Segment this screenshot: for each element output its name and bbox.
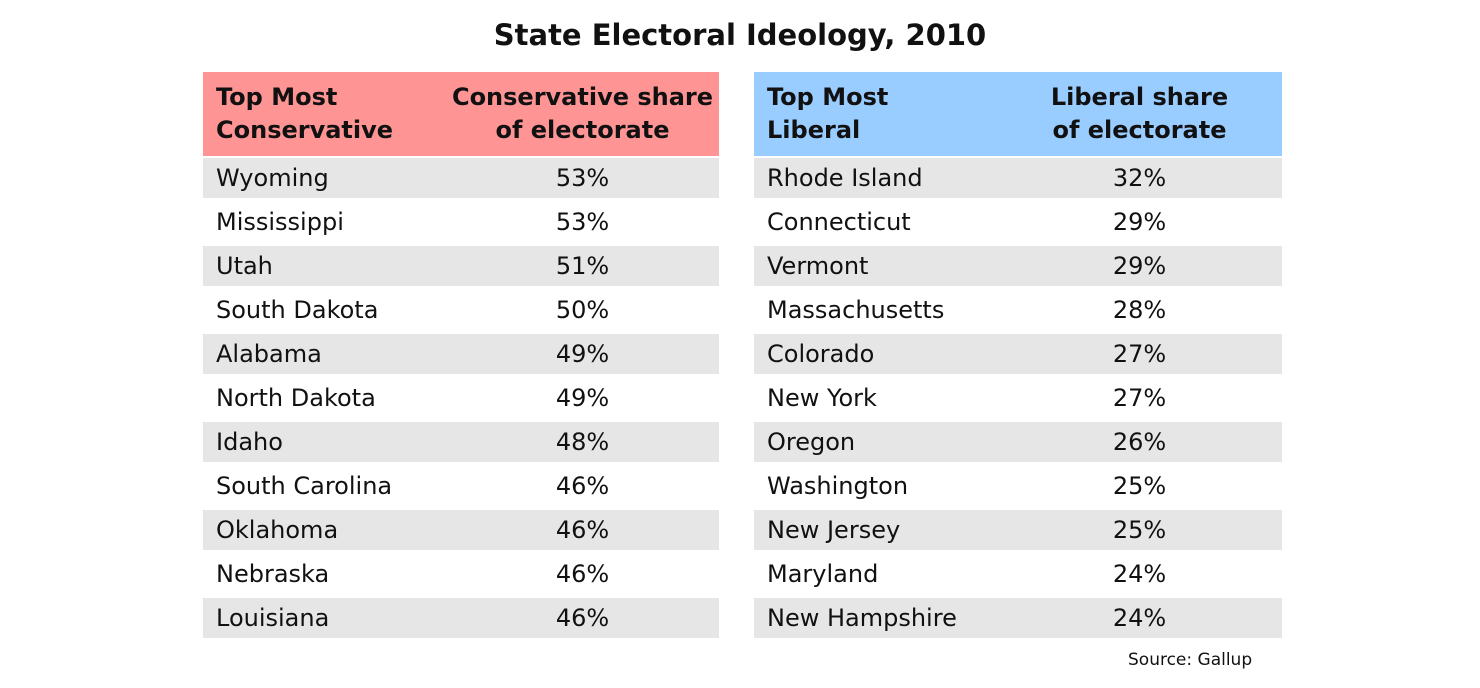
share-cell: 49%	[555, 384, 610, 412]
table-row: Massachusetts 28%	[754, 288, 1282, 332]
state-cell: North Dakota	[216, 384, 376, 412]
state-cell: Massachusetts	[767, 296, 945, 324]
table-row: Nebraska 46%	[203, 552, 719, 596]
table-row: Louisiana 46%	[203, 596, 719, 640]
table-row: Alabama 49%	[203, 332, 719, 376]
share-cell: 46%	[555, 604, 610, 632]
share-cell: 27%	[1112, 340, 1167, 368]
table-row: Vermont 29%	[754, 244, 1282, 288]
share-cell: 49%	[555, 340, 610, 368]
share-cell: 46%	[555, 472, 610, 500]
share-cell: 46%	[555, 560, 610, 588]
share-cell: 51%	[555, 252, 610, 280]
state-cell: Mississippi	[216, 208, 344, 236]
state-cell: Idaho	[216, 428, 283, 456]
state-cell: Nebraska	[216, 560, 330, 588]
share-cell: 28%	[1112, 296, 1167, 324]
state-cell: Washington	[767, 472, 909, 500]
share-cell: 24%	[1112, 604, 1167, 632]
table-row: South Carolina 46%	[203, 464, 719, 508]
share-cell: 24%	[1112, 560, 1167, 588]
table-row: North Dakota 49%	[203, 376, 719, 420]
state-cell: Colorado	[767, 340, 875, 368]
state-cell: Maryland	[767, 560, 879, 588]
table-body: Wyoming 53% Mississippi 53% Utah 51% South Dak…	[203, 156, 719, 640]
share-cell: 25%	[1112, 472, 1167, 500]
state-cell: South Dakota	[216, 296, 379, 324]
share-cell: 53%	[555, 208, 610, 236]
header-state: Top Most Liberal	[767, 83, 889, 144]
table-row: New Hampshire 24%	[754, 596, 1282, 640]
share-cell: 32%	[1112, 164, 1167, 192]
source-note: Source: Gallup	[1128, 650, 1253, 670]
share-cell: 48%	[555, 428, 610, 456]
state-cell: Oregon	[767, 428, 856, 456]
share-cell: 29%	[1112, 252, 1167, 280]
state-cell: New York	[767, 384, 877, 412]
table-row: Rhode Island 32%	[754, 156, 1282, 200]
share-cell: 29%	[1112, 208, 1167, 236]
state-cell: Utah	[216, 252, 273, 280]
table-row: Colorado 27%	[754, 332, 1282, 376]
table-header: Top Most Conservative Conservative share of…	[203, 72, 719, 156]
table-row: Oregon 26%	[754, 420, 1282, 464]
table-row: Idaho 48%	[203, 420, 719, 464]
liberal-table: Top Most Liberal Liberal share of electorat…	[754, 72, 1282, 640]
table-row: South Dakota 50%	[203, 288, 719, 332]
share-cell: 53%	[555, 164, 610, 192]
share-cell: 27%	[1112, 384, 1167, 412]
table-row: New Jersey 25%	[754, 508, 1282, 552]
table-row: Wyoming 53%	[203, 156, 719, 200]
state-cell: Vermont	[767, 252, 869, 280]
state-cell: South Carolina	[216, 472, 393, 500]
table-row: Oklahoma 46%	[203, 508, 719, 552]
state-cell: Louisiana	[216, 604, 330, 632]
share-cell: 25%	[1112, 516, 1167, 544]
table-body: Rhode Island 32% Connecticut 29% Vermont 29% M…	[754, 156, 1282, 640]
state-cell: Oklahoma	[216, 516, 339, 544]
table-row: Connecticut 29%	[754, 200, 1282, 244]
header-share: Liberal share of electorate	[1050, 83, 1229, 144]
state-cell: Alabama	[216, 340, 322, 368]
header-share: Conservative share of electorate	[451, 83, 714, 144]
table-row: Utah 51%	[203, 244, 719, 288]
share-cell: 50%	[555, 296, 610, 324]
table-row: Washington 25%	[754, 464, 1282, 508]
state-cell: New Jersey	[767, 516, 901, 544]
chart-title: State Electoral Ideology, 2010	[493, 18, 987, 52]
table-row: Maryland 24%	[754, 552, 1282, 596]
state-cell: Wyoming	[216, 164, 329, 192]
conservative-table: Top Most Conservative Conservative share of…	[203, 72, 719, 640]
table-row: New York 27%	[754, 376, 1282, 420]
header-state: Top Most Conservative	[216, 83, 394, 144]
share-cell: 46%	[555, 516, 610, 544]
state-cell: New Hampshire	[767, 604, 957, 632]
state-cell: Connecticut	[767, 208, 911, 236]
table-row: Mississippi 53%	[203, 200, 719, 244]
share-cell: 26%	[1112, 428, 1167, 456]
state-cell: Rhode Island	[767, 164, 923, 192]
table-header: Top Most Liberal Liberal share of electorat…	[754, 72, 1282, 156]
